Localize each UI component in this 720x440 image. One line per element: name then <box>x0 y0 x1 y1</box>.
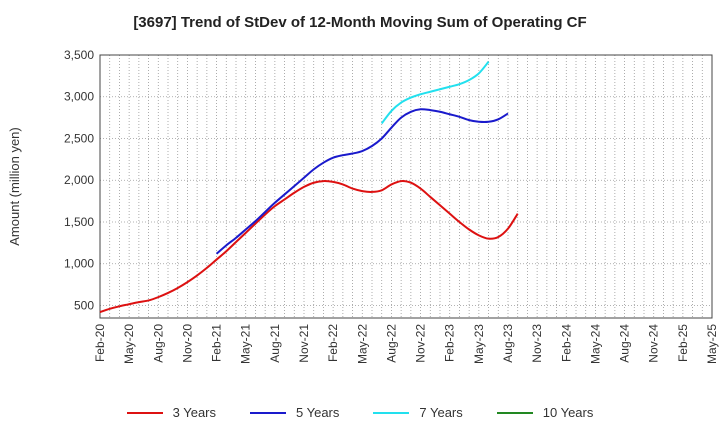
y-tick-label: 2,500 <box>64 131 94 145</box>
y-tick-label: 3,500 <box>64 48 94 62</box>
y-tick-label: 2,000 <box>64 173 94 187</box>
x-tick-label: Aug-22 <box>384 324 398 363</box>
x-tick-label: Aug-21 <box>268 324 282 363</box>
x-tick-label: Feb-20 <box>93 324 107 362</box>
x-tick-label: May-21 <box>239 324 253 364</box>
legend-item-7-years: 7 Years <box>373 405 463 420</box>
legend-swatch <box>250 411 286 414</box>
y-tick-label: 500 <box>74 298 94 312</box>
x-tick-label: Feb-22 <box>326 324 340 362</box>
x-tick-label: Feb-23 <box>443 324 457 362</box>
series-line-3-years <box>99 180 519 314</box>
x-tick-label: Nov-21 <box>297 324 311 363</box>
legend-swatch <box>126 411 163 414</box>
series-line-5-years <box>215 108 509 255</box>
x-tick-label: Nov-22 <box>414 324 428 363</box>
y-axis-label: Amount (million yen) <box>7 127 22 246</box>
x-tick-label: Nov-24 <box>647 324 661 363</box>
legend-item-10-years: 10 Years <box>496 405 594 420</box>
legend-item-5-years: 5 Years <box>250 405 339 420</box>
x-tick-label: Aug-24 <box>618 324 632 363</box>
x-tick-label: May-22 <box>355 324 369 364</box>
y-tick-label: 1,500 <box>64 215 94 229</box>
x-tick-label: Feb-21 <box>210 324 224 362</box>
x-tick-label: May-20 <box>122 324 136 364</box>
x-tick-label: Nov-20 <box>180 324 194 363</box>
chart-title: [3697] Trend of StDev of 12-Month Moving… <box>133 14 587 31</box>
x-tick-label: May-24 <box>588 324 602 364</box>
y-tick-label: 1,000 <box>64 257 94 271</box>
legend-item-3-years: 3 Years <box>126 405 216 420</box>
legend-label: 10 Years <box>542 405 594 420</box>
x-tick-label: May-25 <box>705 324 719 364</box>
legend-label: 3 Years <box>172 405 216 420</box>
x-tick-label: Feb-25 <box>676 324 690 362</box>
legend: 3 Years 5 Years 7 Years 10 Years <box>0 405 720 420</box>
legend-label: 7 Years <box>419 405 463 420</box>
legend-swatch <box>496 411 533 414</box>
legend-swatch <box>373 411 410 414</box>
legend-label: 5 Years <box>296 405 340 420</box>
x-tick-label: Aug-20 <box>151 324 165 363</box>
x-tick-label: Nov-23 <box>530 324 544 363</box>
plot-area-border <box>99 54 713 319</box>
x-tick-label: Aug-23 <box>501 324 515 363</box>
y-tick-label: 3,000 <box>64 90 94 104</box>
x-tick-label: May-23 <box>472 324 486 364</box>
series-line-7-years <box>380 61 490 125</box>
x-tick-label: Feb-24 <box>559 324 573 362</box>
